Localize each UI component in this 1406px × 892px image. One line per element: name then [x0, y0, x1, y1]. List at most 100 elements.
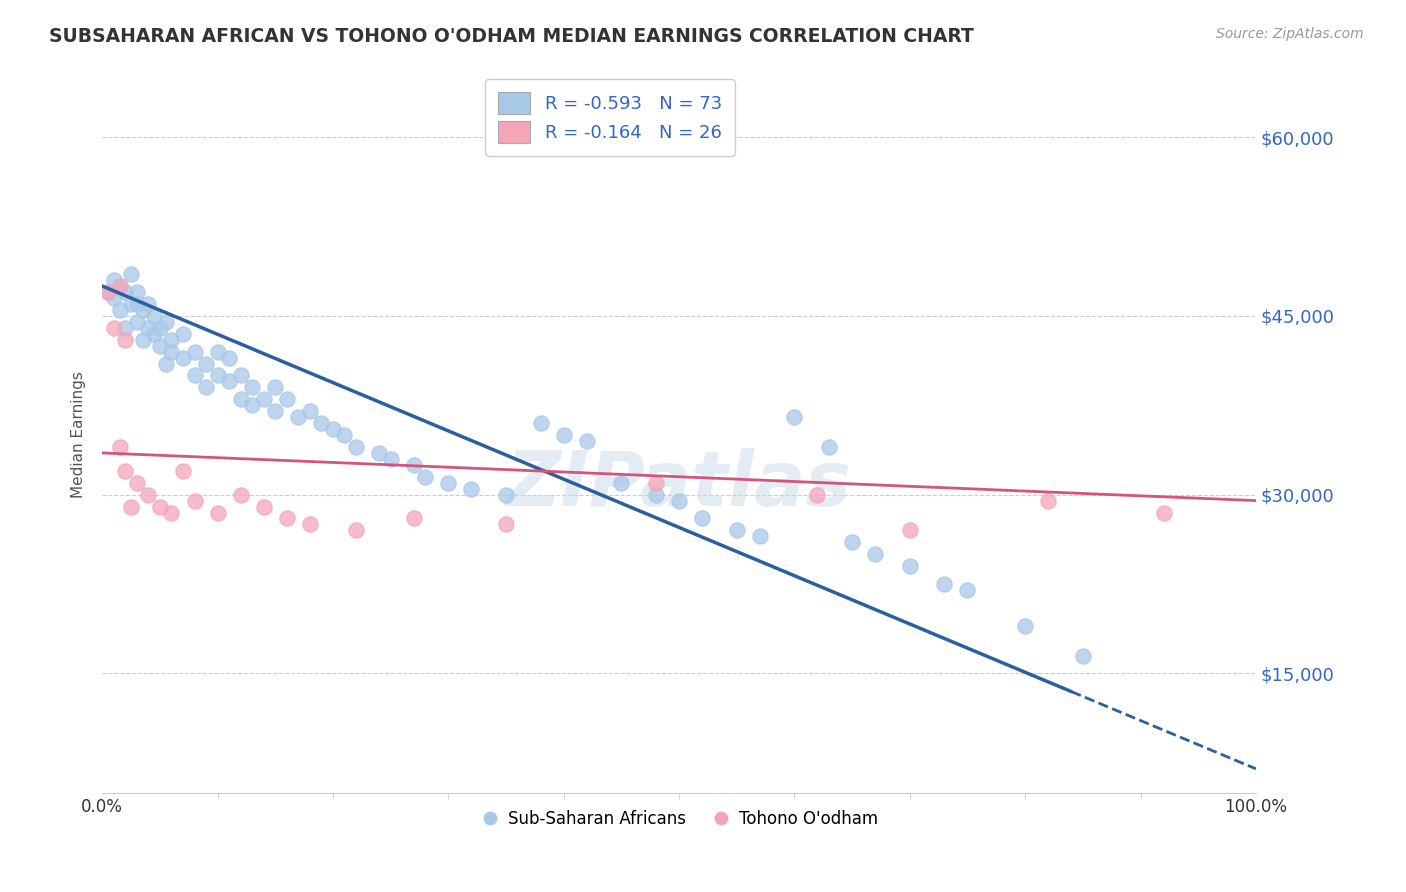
- Point: [264, 380, 287, 394]
- Point: [322, 422, 344, 436]
- Point: [120, 267, 142, 281]
- Text: Source: ZipAtlas.com: Source: ZipAtlas.com: [1216, 27, 1364, 41]
- Point: [553, 428, 575, 442]
- Point: [138, 488, 160, 502]
- Point: [240, 380, 263, 394]
- Point: [108, 279, 131, 293]
- Point: [818, 440, 841, 454]
- Point: [344, 524, 367, 538]
- Point: [183, 344, 205, 359]
- Point: [183, 368, 205, 383]
- Point: [645, 488, 668, 502]
- Point: [298, 404, 321, 418]
- Point: [172, 326, 194, 341]
- Point: [207, 344, 229, 359]
- Point: [276, 511, 298, 525]
- Point: [898, 559, 921, 574]
- Legend: Sub-Saharan Africans, Tohono O'odham: Sub-Saharan Africans, Tohono O'odham: [472, 803, 886, 834]
- Point: [240, 398, 263, 412]
- Point: [160, 506, 183, 520]
- Point: [172, 351, 194, 365]
- Point: [138, 297, 160, 311]
- Point: [1038, 493, 1060, 508]
- Point: [131, 302, 153, 317]
- Point: [287, 410, 309, 425]
- Point: [863, 547, 886, 561]
- Point: [114, 333, 136, 347]
- Point: [172, 464, 194, 478]
- Point: [437, 475, 460, 490]
- Point: [114, 285, 136, 299]
- Point: [783, 410, 806, 425]
- Point: [195, 380, 218, 394]
- Point: [495, 517, 517, 532]
- Point: [264, 404, 287, 418]
- Point: [610, 475, 633, 490]
- Point: [160, 344, 183, 359]
- Text: SUBSAHARAN AFRICAN VS TOHONO O'ODHAM MEDIAN EARNINGS CORRELATION CHART: SUBSAHARAN AFRICAN VS TOHONO O'ODHAM MED…: [49, 27, 974, 45]
- Point: [114, 320, 136, 334]
- Point: [125, 315, 148, 329]
- Point: [575, 434, 598, 448]
- Point: [229, 392, 252, 407]
- Point: [1153, 506, 1175, 520]
- Point: [898, 524, 921, 538]
- Point: [530, 416, 553, 430]
- Point: [125, 475, 148, 490]
- Point: [1071, 648, 1094, 663]
- Point: [956, 582, 979, 597]
- Point: [690, 511, 713, 525]
- Point: [229, 368, 252, 383]
- Point: [155, 357, 177, 371]
- Point: [103, 320, 125, 334]
- Point: [934, 577, 956, 591]
- Point: [207, 368, 229, 383]
- Point: [311, 416, 333, 430]
- Point: [155, 315, 177, 329]
- Point: [149, 320, 172, 334]
- Point: [120, 500, 142, 514]
- Point: [253, 392, 276, 407]
- Point: [806, 488, 828, 502]
- Point: [143, 326, 166, 341]
- Point: [120, 297, 142, 311]
- Y-axis label: Median Earnings: Median Earnings: [72, 372, 86, 499]
- Point: [183, 493, 205, 508]
- Point: [645, 475, 668, 490]
- Point: [143, 309, 166, 323]
- Point: [460, 482, 482, 496]
- Point: [1014, 619, 1036, 633]
- Point: [108, 302, 131, 317]
- Point: [97, 285, 120, 299]
- Point: [368, 446, 391, 460]
- Point: [276, 392, 298, 407]
- Point: [218, 351, 240, 365]
- Point: [229, 488, 252, 502]
- Point: [668, 493, 690, 508]
- Point: [149, 338, 172, 352]
- Point: [253, 500, 276, 514]
- Point: [402, 511, 425, 525]
- Point: [495, 488, 517, 502]
- Point: [125, 297, 148, 311]
- Point: [108, 279, 131, 293]
- Point: [160, 333, 183, 347]
- Point: [97, 285, 120, 299]
- Point: [413, 469, 436, 483]
- Point: [725, 524, 748, 538]
- Point: [402, 458, 425, 472]
- Point: [748, 529, 770, 543]
- Text: ZIPatlas: ZIPatlas: [506, 448, 852, 522]
- Point: [380, 451, 402, 466]
- Point: [841, 535, 863, 549]
- Point: [195, 357, 218, 371]
- Point: [333, 428, 356, 442]
- Point: [298, 517, 321, 532]
- Point: [138, 320, 160, 334]
- Point: [108, 440, 131, 454]
- Point: [344, 440, 367, 454]
- Point: [103, 273, 125, 287]
- Point: [114, 464, 136, 478]
- Point: [125, 285, 148, 299]
- Point: [103, 291, 125, 305]
